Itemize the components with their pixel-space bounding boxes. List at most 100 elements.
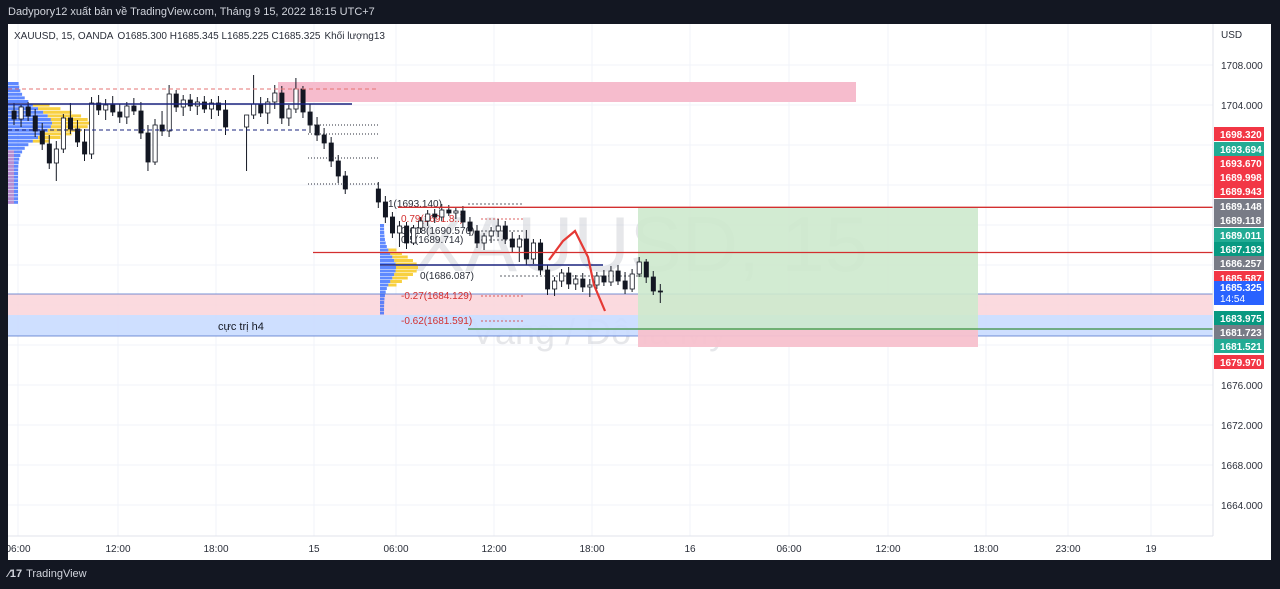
- candle-body: [389, 216, 395, 234]
- candle: [166, 85, 172, 137]
- profile-bar-blue: [8, 92, 23, 96]
- candle: [11, 103, 17, 125]
- profile-bar-blue: [380, 283, 389, 287]
- price-tag-value: 1686.257: [1220, 259, 1262, 270]
- profile-bar-blue: [380, 255, 393, 259]
- candle-body: [32, 115, 38, 132]
- price-tag: 1689.943: [1214, 184, 1264, 198]
- candle-body: [307, 111, 313, 126]
- price-tick-label: 1668.000: [1221, 461, 1263, 472]
- candle: [622, 272, 628, 294]
- profile-bar-orange: [396, 266, 418, 269]
- candle-body: [411, 227, 417, 244]
- candle: [279, 86, 285, 124]
- profile-bar-blue: [8, 146, 25, 150]
- price-tag-value: 1689.998: [1220, 173, 1262, 184]
- profile-bar-orange: [43, 110, 72, 114]
- time-tick-label: 06:00: [776, 544, 801, 555]
- candle: [566, 267, 572, 289]
- fib-level-label: 1(1693.140): [388, 199, 442, 210]
- time-tick-label: 12:00: [875, 544, 900, 555]
- profile-bar-blue: [8, 136, 39, 139]
- chart-area[interactable]: XAUUSD, 15 Vàng / Đô la Mỹ 1(1693.140)0.…: [5, 24, 1271, 560]
- price-tag-bg: [1214, 256, 1264, 270]
- candle-body: [300, 88, 306, 113]
- price-tag-bg: [1214, 325, 1264, 339]
- legend-ohlc: O1685.300 H1685.345 L1685.225 C1685.325: [117, 31, 320, 42]
- candle-body: [418, 220, 424, 229]
- profile-bar-pink: [8, 168, 14, 172]
- candle-body: [46, 143, 52, 164]
- candle: [375, 182, 381, 208]
- profile-bar-pink: [8, 157, 14, 161]
- candle: [418, 217, 424, 233]
- candle: [411, 225, 417, 245]
- candle-body: [594, 275, 600, 286]
- candle: [25, 102, 31, 121]
- price-tag-bg: [1214, 127, 1264, 141]
- price-tag-value: 1689.148: [1220, 202, 1262, 213]
- price-tag: 1689.118: [1214, 213, 1264, 227]
- candle: [502, 221, 508, 244]
- candle-body: [545, 269, 551, 290]
- price-tag: 1693.670: [1214, 156, 1264, 170]
- price-tag: 1686.257: [1214, 256, 1264, 270]
- candle: [481, 233, 487, 250]
- profile-bar-blue: [8, 100, 29, 103]
- candle-body: [432, 213, 438, 218]
- h4-extreme-zone: [8, 315, 1213, 336]
- candle: [124, 102, 130, 124]
- candle-body: [531, 242, 537, 260]
- price-tag-bg: [1214, 242, 1264, 256]
- profile-bar-blue: [380, 248, 389, 252]
- time-tick-label: 16: [684, 544, 696, 555]
- candle-body: [573, 278, 579, 285]
- fib-level-label: 0.5(1689.714): [401, 235, 463, 246]
- candle: [117, 104, 123, 123]
- profile-bar-blue: [380, 227, 385, 231]
- candle: [335, 155, 341, 183]
- profile-bar-orange: [388, 283, 397, 287]
- profile-bar-orange: [32, 103, 50, 107]
- candle-body: [552, 280, 558, 290]
- price-tag-value: 1685.587: [1220, 274, 1262, 285]
- candle: [89, 97, 95, 159]
- footer: ⁄17 TradingView: [0, 560, 1280, 589]
- profile-bar-pink: [8, 200, 14, 204]
- candle: [39, 123, 45, 150]
- brand-name: TradingView: [26, 568, 87, 580]
- profile-bar-pink: [8, 197, 14, 201]
- profile-bar-blue: [380, 301, 385, 304]
- profile-bar-blue: [380, 304, 385, 308]
- price-tag-value: 1693.694: [1220, 145, 1262, 156]
- candle: [509, 232, 515, 253]
- candle-body: [60, 117, 66, 150]
- profile-bar-blue: [8, 132, 44, 136]
- supply-zone-h4: [278, 82, 856, 102]
- price-tag-value: 1689.118: [1220, 216, 1262, 227]
- candle-body: [523, 238, 529, 260]
- price-chart[interactable]: XAUUSD, 15 Vàng / Đô la Mỹ 1(1693.140)0.…: [5, 24, 1271, 560]
- profile-bar-blue: [380, 234, 385, 238]
- price-tag: 1683.975: [1214, 311, 1264, 325]
- candle-body: [75, 128, 81, 143]
- time-axis[interactable]: [8, 536, 1213, 560]
- candle: [601, 270, 607, 286]
- candle: [516, 235, 522, 262]
- candle-body: [173, 93, 179, 108]
- profile-bar-blue: [380, 238, 385, 241]
- zone-label: cực trị h4: [218, 321, 264, 333]
- price-tag: 1689.011: [1214, 228, 1264, 242]
- candle: [46, 135, 52, 169]
- profile-bar-blue: [380, 259, 395, 262]
- candle-body: [96, 102, 102, 111]
- profile-bar-orange: [388, 248, 397, 252]
- candle: [187, 94, 193, 111]
- profile-bar-blue: [8, 103, 33, 107]
- candle: [173, 90, 179, 112]
- price-tick-label: 1664.000: [1221, 501, 1263, 512]
- profile-bar-pink: [8, 154, 14, 157]
- candle: [389, 212, 395, 238]
- profile-bar-orange: [395, 269, 417, 273]
- candle-body: [538, 242, 544, 271]
